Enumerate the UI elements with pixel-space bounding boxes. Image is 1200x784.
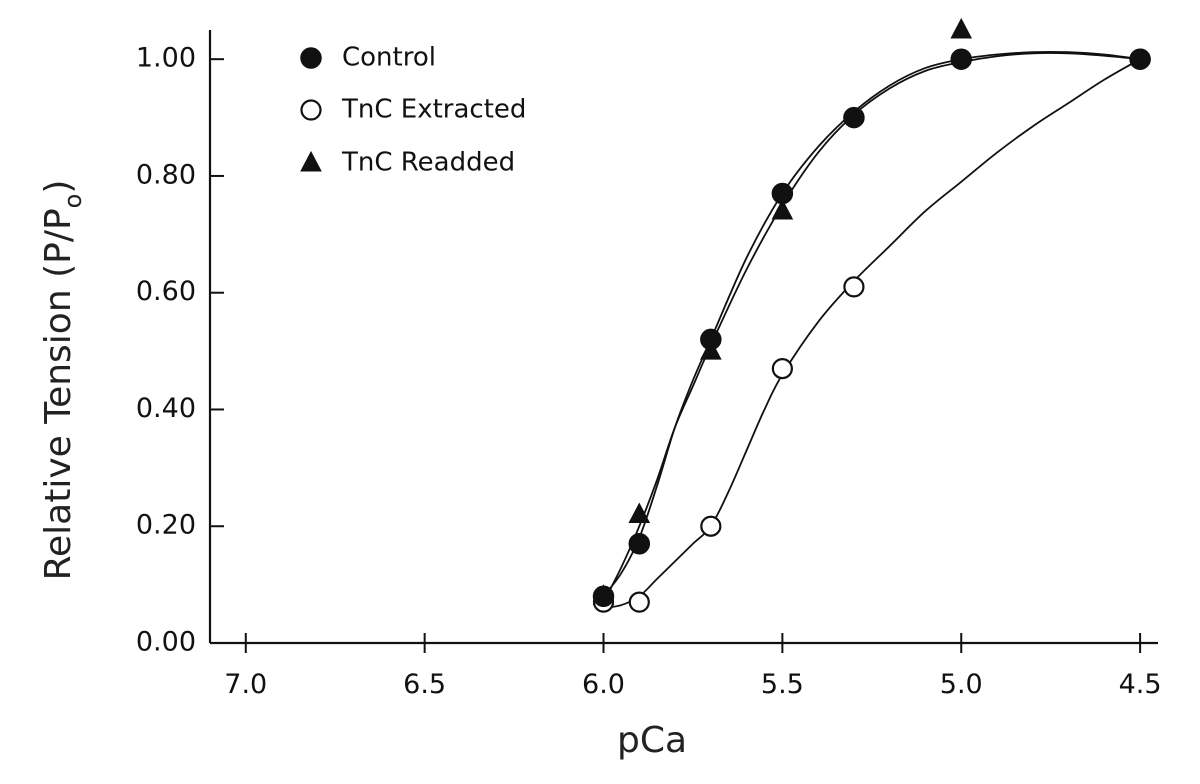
y-tick-label: 0.20 — [136, 510, 196, 541]
y-axis-title-text: Relative Tension (P/P — [38, 208, 79, 580]
legend-label-control: Control — [342, 43, 436, 73]
y-tick-label: 0.40 — [136, 393, 196, 424]
data-point-control — [592, 585, 615, 608]
data-point-control — [950, 48, 972, 70]
y-axis-title-suffix: ) — [38, 180, 79, 194]
legend-marker-tnc-extracted — [300, 99, 322, 121]
y-axis-title-subscript: o — [59, 194, 87, 209]
data-point-tnc-readded — [950, 17, 973, 39]
legend-label-tnc-readded: TnC Readded — [341, 148, 515, 178]
data-point-control — [771, 182, 794, 205]
data-point-tnc-readded — [628, 502, 651, 524]
data-point-control — [843, 106, 865, 129]
legend-marker-tnc-readded — [300, 150, 322, 172]
fit-curve-control — [602, 50, 1141, 597]
data-point-tnc-extracted — [628, 591, 650, 613]
axes: 0.00 0.20 0.40 0.60 0.80 1.00 7.0 6.5 6.0 5.5 5.0 4… — [136, 30, 1162, 700]
x-tick-label: 5.5 — [761, 669, 804, 700]
fit-curves — [602, 50, 1141, 609]
data-point-control — [700, 328, 722, 351]
data-point-tnc-readded — [771, 198, 794, 220]
y-tick-label: 1.00 — [136, 43, 196, 74]
legend-marker-control — [300, 47, 322, 69]
fit-curve-tnc-extracted — [603, 58, 1141, 609]
x-axis-title: pCa — [617, 720, 687, 761]
fit-curve-tnc-readded — [602, 52, 1141, 603]
y-tick-label: 0.60 — [136, 276, 196, 307]
y-tick-label: 0.80 — [136, 159, 196, 190]
data-point-control — [628, 533, 651, 555]
data-points — [592, 17, 1151, 613]
legend: Control TnC Extracted TnC Readded — [300, 43, 526, 178]
data-point-control — [1129, 48, 1151, 70]
y-tick-label: 0.00 — [136, 627, 196, 658]
legend-label-tnc-extracted: TnC Extracted — [341, 95, 526, 125]
data-point-tnc-extracted — [700, 515, 722, 537]
data-point-tnc-extracted — [843, 276, 865, 298]
x-tick-label: 7.0 — [224, 669, 267, 700]
x-tick-label: 4.5 — [1119, 669, 1162, 700]
x-tick-label: 6.0 — [582, 669, 625, 700]
x-tick-label: 5.0 — [940, 669, 983, 700]
x-tick-label: 6.5 — [403, 669, 446, 700]
y-axis-title: Relative Tension (P/Po) — [38, 180, 87, 581]
data-point-tnc-extracted — [771, 358, 793, 380]
svg-text:Relative Tension (P/Po): Relative Tension (P/Po) — [38, 180, 87, 581]
